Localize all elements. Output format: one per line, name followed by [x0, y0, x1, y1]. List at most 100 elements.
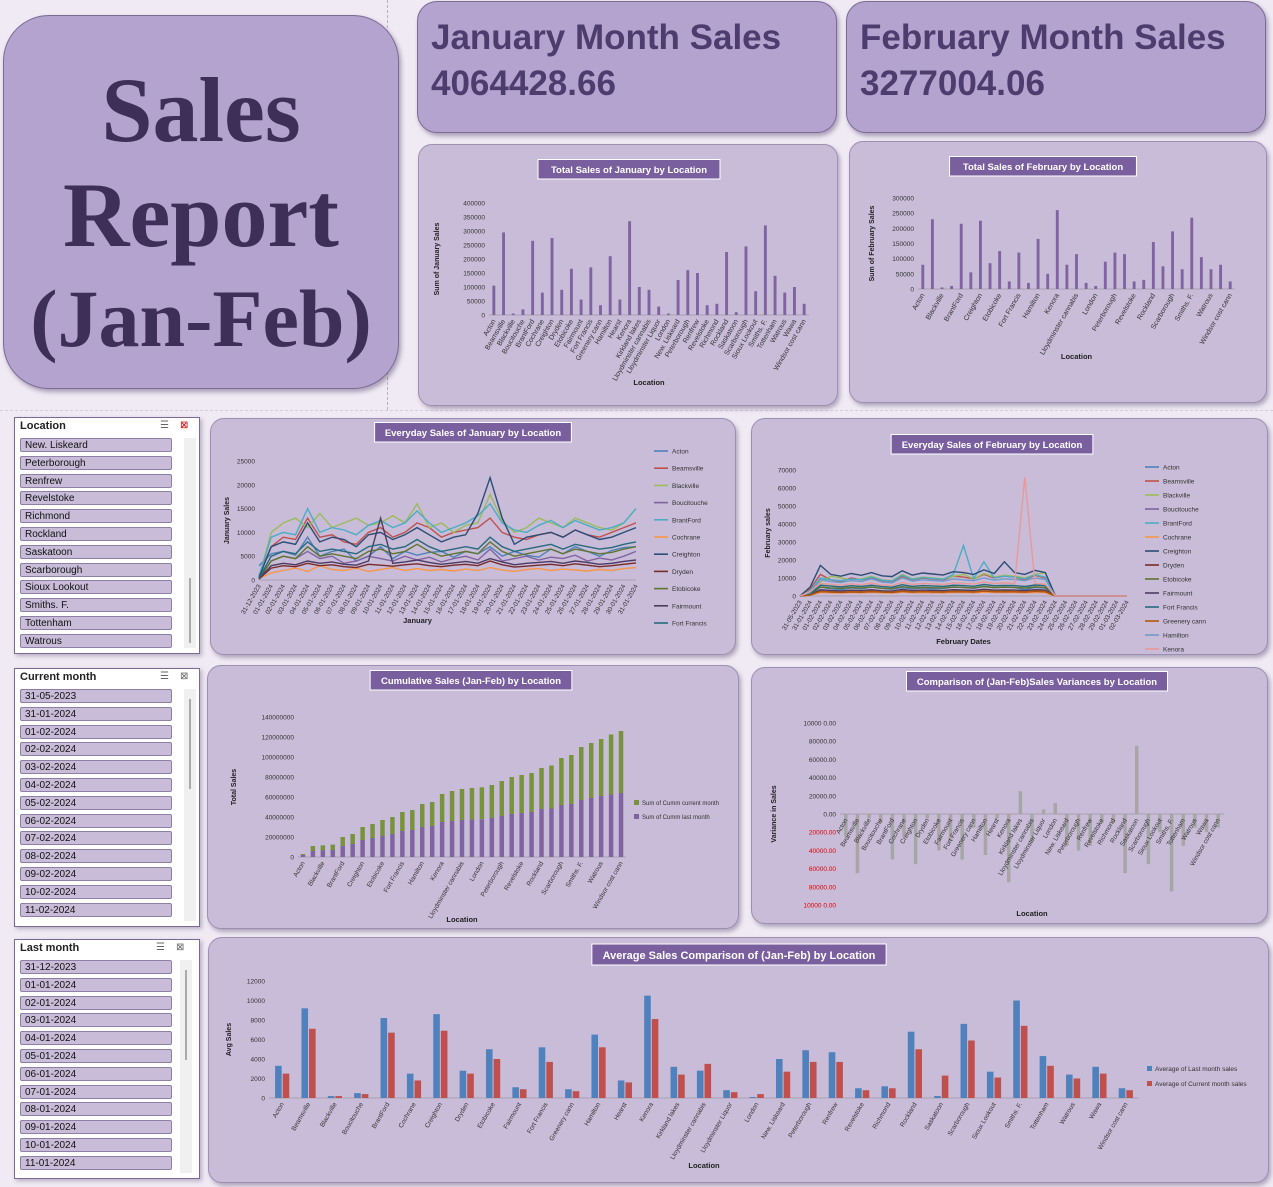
x-tick-label: Fairmount [502, 1101, 523, 1130]
slicer-item[interactable]: Revelstoke [20, 491, 172, 505]
slicer-item[interactable]: 31-01-2024 [20, 707, 172, 721]
bar-current-month [301, 854, 305, 855]
slicer-item[interactable]: 07-01-2024 [20, 1085, 172, 1099]
slicer-item[interactable]: 05-01-2024 [20, 1049, 172, 1063]
bar [667, 314, 670, 315]
slicer-item[interactable]: 11-01-2024 [20, 1156, 172, 1170]
bar [677, 280, 680, 315]
slicer-item[interactable]: Renfrew [20, 474, 172, 488]
feb-daily-chart-panel[interactable]: Everyday Sales of February by Location 0 1… [751, 418, 1268, 655]
bar [725, 252, 728, 315]
slicer-item[interactable]: Rockland [20, 527, 172, 541]
bar-current-month [599, 739, 603, 796]
bar-current-month [625, 1082, 632, 1098]
current-month-slicer-scrollbar[interactable] [184, 689, 196, 921]
slicer-item[interactable]: 08-01-2024 [20, 1102, 172, 1116]
slicer-item[interactable]: Watrous [20, 634, 172, 648]
feb-total-chart-panel[interactable]: Total Sales of February by Location 0 5000… [849, 141, 1267, 403]
slicer-item[interactable]: Sioux Lookout [20, 580, 172, 594]
legend-label: Blackville [672, 483, 699, 490]
x-tick-label: Hearst [613, 1101, 629, 1121]
jan-daily-chart: Everyday Sales of January by Location050… [211, 419, 735, 654]
slicer-item[interactable]: New. Liskeard [20, 438, 172, 452]
slicer-item[interactable]: 01-01-2024 [20, 978, 172, 992]
bar [1019, 791, 1022, 814]
slicer-item[interactable]: 09-02-2024 [20, 867, 172, 881]
bar-last-month [410, 830, 414, 857]
current-month-slicer[interactable]: Current month ☰ ⊠ 31-05-2023 31-01-2024 01… [14, 668, 200, 927]
slicer-item[interactable]: 04-02-2024 [20, 778, 172, 792]
legend-swatch [634, 800, 639, 805]
jan-daily-chart-panel[interactable]: Everyday Sales of January by Location 0 50… [210, 418, 736, 655]
slicer-item[interactable]: 05-02-2024 [20, 796, 172, 810]
slicer-item[interactable]: 31-12-2023 [20, 960, 172, 974]
last-month-slicer-scrollbar[interactable] [180, 960, 192, 1173]
slicer-item[interactable]: 01-02-2024 [20, 725, 172, 739]
slicer-item[interactable]: 02-02-2024 [20, 742, 172, 756]
y-tick-label: 20000000 [265, 835, 294, 842]
slicer-item[interactable]: 10-01-2024 [20, 1138, 172, 1152]
cumulative-chart-panel[interactable]: Cumulative Sales (Jan-Feb) by Location 0 2… [207, 665, 739, 929]
slicer-item[interactable]: 04-01-2024 [20, 1031, 172, 1045]
slicer-item[interactable]: 10-02-2024 [20, 885, 172, 899]
location-slicer-items: New. Liskeard Peterborough Renfrew Revelsto… [20, 438, 172, 652]
slicer-item[interactable]: Smiths. F. [20, 598, 172, 612]
slicer-item[interactable]: 06-02-2024 [20, 814, 172, 828]
slicer-item[interactable]: 31-05-2023 [20, 689, 172, 703]
clear-filter-icon[interactable]: ⊠ [176, 942, 184, 953]
slicer-item[interactable]: Tottenham [20, 616, 172, 630]
bar [696, 273, 699, 315]
bar-current-month [678, 1075, 685, 1098]
legend-label: Kenora [1163, 647, 1184, 654]
slicer-item[interactable]: 07-02-2024 [20, 831, 172, 845]
bar-current-month [370, 824, 374, 838]
slicer-item[interactable]: Peterborough [20, 456, 172, 470]
bar [715, 304, 718, 315]
bar-last-month [390, 834, 394, 857]
slicer-item[interactable]: 09-01-2024 [20, 1120, 172, 1134]
slicer-item[interactable]: 02-01-2024 [20, 996, 172, 1010]
clear-filter-icon[interactable]: ⊠ [180, 420, 188, 431]
bar [995, 814, 998, 819]
bar-current-month [350, 834, 354, 844]
legend-label: Cochrane [1163, 535, 1192, 542]
x-tick-label: Blackville [925, 292, 946, 321]
slicer-item[interactable]: 06-01-2024 [20, 1067, 172, 1081]
february-sales-value: 3277004.06 [860, 64, 1045, 104]
legend-swatch [1147, 1081, 1152, 1086]
bar-current-month [420, 804, 424, 827]
average-chart-panel[interactable]: Average Sales Comparison of (Jan-Feb) by… [208, 937, 1269, 1183]
x-axis-label: January [403, 616, 433, 625]
bar-current-month [400, 812, 404, 831]
x-tick-label: Peterborough [787, 1101, 813, 1139]
bar-last-month [618, 1080, 625, 1098]
multi-select-icon[interactable]: ☰ [160, 671, 169, 682]
slicer-item[interactable]: 03-02-2024 [20, 760, 172, 774]
multi-select-icon[interactable]: ☰ [160, 420, 169, 431]
slicer-item[interactable]: Scarborough [20, 563, 172, 577]
x-tick-label: Beamsville [290, 1101, 312, 1132]
x-tick-label: New. Liskeard [760, 1101, 787, 1140]
bar-current-month [731, 1092, 738, 1098]
last-month-slicer[interactable]: Last month ☰ ⊠ 31-12-2023 01-01-2024 02-01… [14, 939, 200, 1179]
bar-current-month [390, 817, 394, 834]
location-slicer[interactable]: Location ☰ ⊠ New. Liskeard Peterborough Re… [14, 417, 200, 654]
bar [1190, 218, 1193, 289]
bar-last-month [328, 1096, 335, 1098]
bar [1162, 266, 1165, 289]
slicer-item[interactable]: 11-02-2024 [20, 903, 172, 917]
jan-total-chart-panel[interactable]: Total Sales of January by Location 0 50000… [418, 144, 838, 406]
slicer-item[interactable]: 08-02-2024 [20, 849, 172, 863]
bar [599, 305, 602, 315]
variance-chart-panel[interactable]: Comparison of (Jan-Feb)Sales Variances b… [751, 667, 1268, 924]
chart-title: Average Sales Comparison of (Jan-Feb) by… [603, 950, 876, 962]
multi-select-icon[interactable]: ☰ [156, 942, 165, 953]
slicer-item[interactable]: Saskatoon [20, 545, 172, 559]
y-tick-label: 0 [910, 287, 914, 294]
bar-current-month [509, 777, 513, 814]
slicer-item[interactable]: Richmond [20, 509, 172, 523]
clear-filter-icon[interactable]: ⊠ [180, 671, 188, 682]
slicer-item[interactable]: 03-01-2024 [20, 1013, 172, 1027]
location-slicer-scrollbar[interactable] [184, 438, 196, 648]
bar-current-month [529, 773, 533, 812]
